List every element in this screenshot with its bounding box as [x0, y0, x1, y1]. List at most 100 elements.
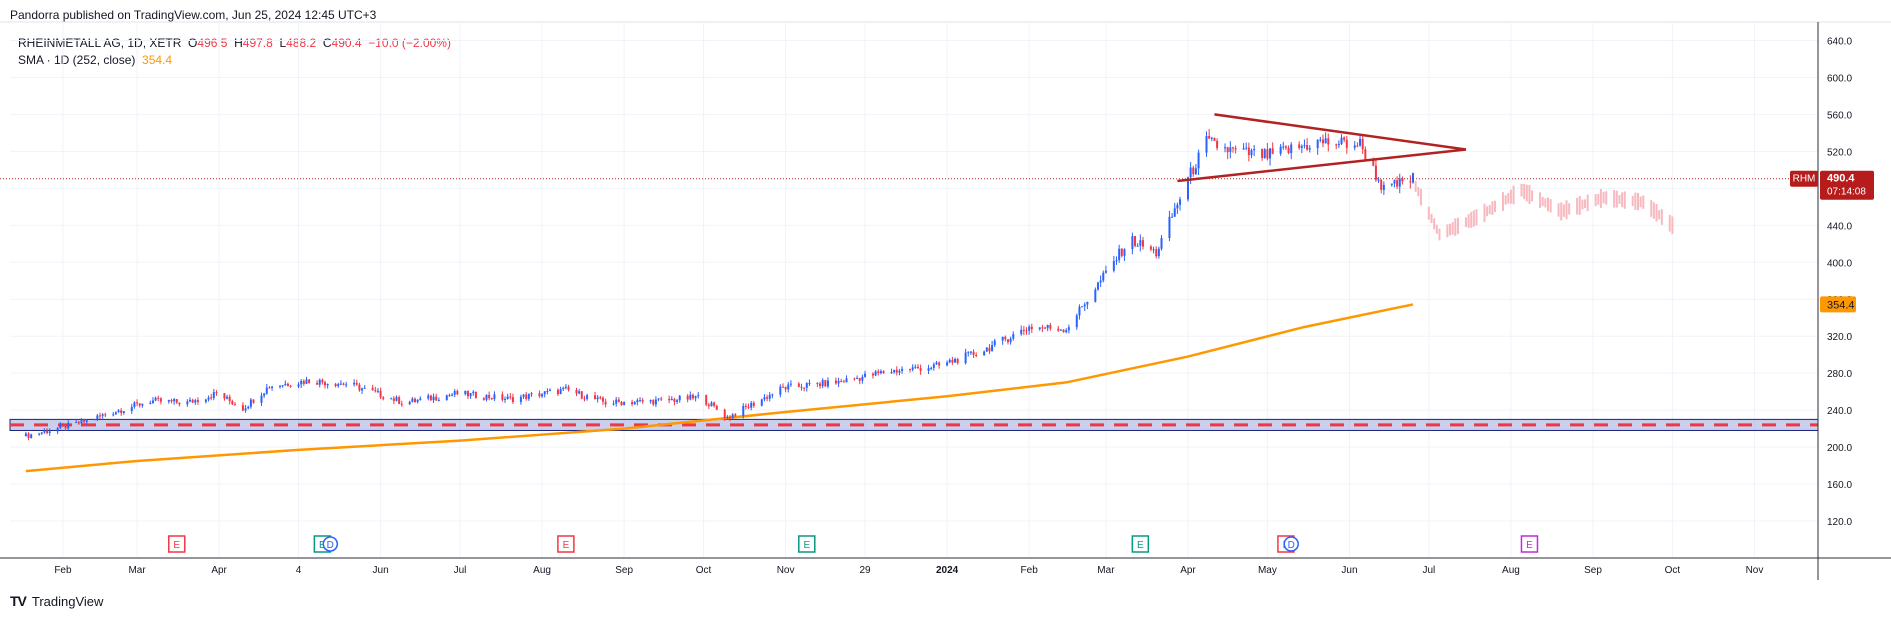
candle-body: [316, 382, 319, 385]
candle-body: [506, 396, 509, 399]
projection-bar: [1483, 203, 1486, 222]
candle-body: [1152, 249, 1155, 251]
candle-body: [1057, 328, 1060, 331]
candle-body: [263, 393, 266, 396]
time-tick-label: Oct: [696, 565, 712, 576]
price-tick-label: 160.0: [1827, 480, 1852, 491]
candle-body: [670, 398, 673, 401]
candle-body: [46, 430, 49, 433]
candle-body: [898, 370, 901, 373]
candle-body: [1372, 159, 1375, 166]
legend-sma-label[interactable]: SMA · 1D (252, close): [18, 53, 136, 67]
projection-bar: [1414, 180, 1417, 192]
candle-body: [379, 390, 382, 398]
candle-body: [652, 400, 655, 405]
candle-body: [874, 371, 877, 376]
projection-bar: [1605, 191, 1608, 205]
projection-bar: [1597, 193, 1600, 205]
candle-body: [1324, 138, 1327, 144]
candle-body: [525, 394, 528, 399]
candle-body: [543, 391, 546, 395]
candle-body: [1234, 148, 1237, 150]
candle-body: [93, 419, 96, 421]
candle-body: [1118, 248, 1121, 261]
candle-body: [1176, 204, 1179, 209]
candle-body: [1134, 236, 1137, 246]
candle-body: [1186, 177, 1189, 200]
candle-body: [271, 386, 274, 389]
candle-body: [972, 351, 975, 355]
candle-body: [99, 415, 102, 417]
candle-body: [594, 395, 597, 400]
candle-body: [1321, 139, 1324, 144]
candle-body: [789, 383, 792, 385]
projection-bar: [1639, 196, 1642, 208]
earnings-marker: [168, 535, 186, 553]
candle-body: [824, 380, 827, 387]
candle-body: [864, 373, 867, 377]
event-marker: E: [1520, 535, 1539, 553]
event-markers: EEDEEEEDE: [168, 535, 1539, 553]
candle-body: [482, 398, 485, 400]
candle-body: [742, 405, 745, 416]
candle-body: [27, 433, 30, 438]
legend-symbol[interactable]: RHEINMETALL AG, 1D, XETR: [18, 36, 182, 50]
candle-body: [530, 393, 533, 395]
candle-body: [252, 399, 255, 403]
legend-sma-row: SMA · 1D (252, close) 354.4: [18, 52, 451, 69]
candle-body: [117, 410, 120, 413]
candle-body: [797, 383, 800, 387]
candle-body: [302, 380, 305, 384]
candle-body: [474, 391, 477, 399]
candle-body: [879, 371, 882, 374]
candle-body: [991, 345, 994, 352]
time-tick-label: Feb: [54, 565, 72, 576]
time-tick-label: 29: [859, 565, 871, 576]
candle-body: [353, 382, 356, 385]
projection-bar: [1634, 192, 1637, 210]
tradingview-logo[interactable]: TV TradingView: [10, 593, 103, 609]
candle-body: [1104, 270, 1107, 273]
candle-body: [141, 403, 144, 406]
last-price-value: 490.4: [1827, 173, 1855, 185]
candle-body: [1377, 179, 1380, 181]
candle-body: [265, 387, 268, 394]
candle-body: [766, 397, 769, 399]
candle-body: [136, 402, 139, 404]
candle-body: [342, 383, 345, 385]
candle-body: [1343, 137, 1346, 140]
candle-body: [1020, 329, 1023, 335]
candle-body: [805, 383, 808, 388]
projection-bar: [1642, 195, 1645, 209]
candle-body: [527, 393, 530, 399]
time-tick-label: Nov: [777, 565, 795, 576]
candle-body: [556, 389, 559, 395]
candle-body: [435, 396, 438, 401]
candle-body: [803, 387, 806, 389]
candle-body: [877, 371, 880, 374]
legend-open-label: O: [188, 36, 198, 50]
legend-low-value: 488.2: [286, 36, 317, 50]
candle-body: [1194, 168, 1197, 175]
candle-body: [308, 379, 311, 383]
candle-body: [382, 397, 385, 399]
price-tick-label: 600.0: [1827, 73, 1852, 84]
candle-body: [771, 394, 774, 396]
candle-body: [339, 383, 342, 385]
candle-body: [734, 414, 737, 416]
candle-body: [1380, 179, 1383, 190]
candle-body: [564, 386, 567, 388]
projection-bar: [1599, 189, 1602, 208]
candle-body: [988, 347, 991, 352]
candle-body: [326, 383, 329, 386]
candle-body: [80, 419, 83, 424]
candle-body: [673, 398, 676, 402]
candle-body: [114, 412, 117, 415]
candle-body: [75, 422, 78, 424]
candle-body: [1335, 144, 1338, 146]
candle-body: [1298, 144, 1301, 148]
candle-body: [1062, 329, 1065, 333]
candle-body: [1012, 334, 1015, 339]
projection-bar: [1584, 199, 1587, 208]
